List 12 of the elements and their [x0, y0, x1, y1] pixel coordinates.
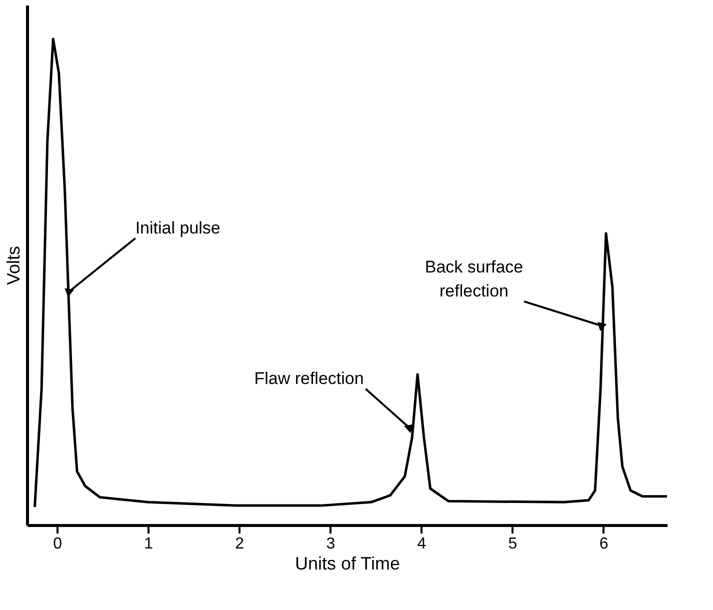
y-axis-title: Volts [4, 246, 24, 286]
x-tick-label: 1 [144, 536, 154, 552]
annotation: Back surface reflection [424, 257, 524, 300]
x-tick-label: 4 [417, 536, 426, 552]
x-tick-label: 2 [235, 536, 244, 552]
x-tick-label: 0 [53, 536, 62, 552]
annotation: Initial pulse [135, 218, 220, 238]
x-tick-label: 6 [599, 536, 608, 552]
x-tick-label: 5 [508, 536, 518, 552]
x-tick-label: 3 [326, 536, 336, 552]
annotation: Flaw reflection [254, 369, 364, 388]
x-axis-title: Units of Time [294, 554, 400, 574]
